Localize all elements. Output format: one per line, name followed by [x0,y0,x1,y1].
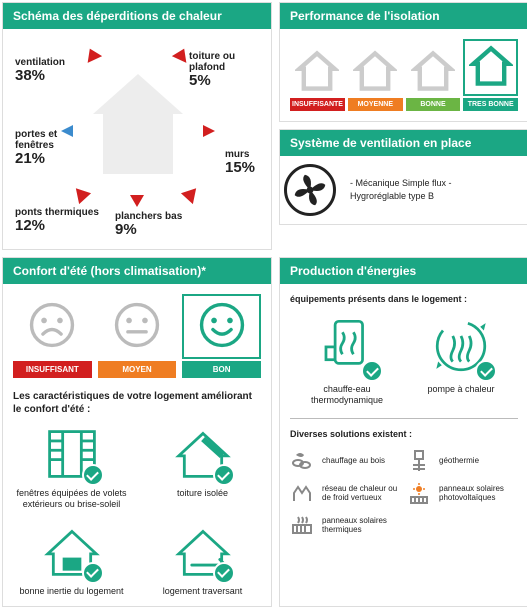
water-heater-icon [315,314,379,378]
insulation-title: Performance de l'isolation [280,3,527,29]
heatloss-floor: planchers bas 9% [115,211,182,239]
insulation-body: INSUFFISANTEMOYENNEBONNETRES BONNE [280,29,527,121]
thermal-icon [290,513,314,537]
wood-icon [290,449,314,473]
solutions-caption: Diverses solutions existent : [290,429,518,439]
insulation-level: INSUFFISANTE [290,49,345,111]
heatloss-ventilation: ventilation 38% [15,57,65,85]
check-icon [82,464,104,486]
inertia-icon [44,524,100,580]
energy-body: équipements présents dans le logement : … [280,284,527,547]
feature-label: fenêtres équipées de volets extérieurs o… [13,488,130,510]
right-top-stack: Performance de l'isolation INSUFFISANTEM… [279,2,527,250]
roof-icon [175,426,231,482]
traversing-icon [175,524,231,580]
heatloss-title: Schéma des déperditions de chaleur [3,3,271,29]
house-icon [295,49,339,93]
check-icon [475,360,497,382]
equip-row: chauffe-eau thermodynamique pompe à chale… [290,314,518,406]
insulation-level: MOYENNE [348,49,403,111]
arrow-down-left-icon [71,167,99,205]
heatloss-roof: toiture ou plafond 5% [189,51,235,90]
check-icon [213,562,235,584]
divider [290,418,518,419]
arrow-right-icon [179,121,215,141]
insulation-row: INSUFFISANTEMOYENNEBONNETRES BONNE [290,39,518,111]
feature-label: toiture isolée [144,488,261,499]
comfort-feature: bonne inertie du logement [13,524,130,597]
feature-label: bonne inertie du logement [13,586,130,597]
arrow-left-icon [61,121,97,141]
comfort-caption: Les caractéristiques de votre logement a… [13,390,261,416]
ventilation-title: Système de ventilation en place [280,130,527,156]
equip-label: chauffe-eau thermodynamique [300,384,395,406]
comfort-feature: fenêtres équipées de volets extérieurs o… [13,426,130,510]
heatloss-diagram: ventilation 38% toiture ou plafond 5% po… [13,39,263,239]
equip-item: pompe à chaleur [414,314,509,406]
insulation-level: TRES BONNE [463,39,518,111]
comfort-faces: INSUFFISANT MOYEN BON [13,294,261,378]
comfort-face: MOYEN [98,294,177,378]
comfort-face-label: BON [182,361,261,378]
equip-caption: équipements présents dans le logement : [290,294,518,304]
insulation-level: BONNE [406,49,461,111]
house-icon [353,49,397,93]
solution-label: réseau de chaleur ou de froid vertueux [322,484,401,502]
check-icon [361,360,383,382]
check-icon [213,464,235,486]
arrow-up-right-icon [163,47,191,81]
arrow-up-left-icon [83,47,111,81]
feature-label: logement traversant [144,586,261,597]
comfort-face: BON [182,294,261,378]
insulation-panel: Performance de l'isolation INSUFFISANTEM… [279,2,527,122]
comfort-face-label: INSUFFISANT [13,361,92,378]
house-icon [411,49,455,93]
insulation-label: TRES BONNE [463,98,518,111]
comfort-title: Confort d'été (hors climatisation)* [3,258,271,284]
solution-label: géothermie [439,456,518,465]
geo-icon [407,449,431,473]
energy-panel: Production d'énergies équipements présen… [279,257,527,607]
pv-icon [407,481,431,505]
comfort-features: fenêtres équipées de volets extérieurs o… [13,426,261,596]
solutions-grid: chauffage au bois géothermie réseau de cha… [290,449,518,537]
insulation-label: MOYENNE [348,98,403,111]
solution-label: panneaux solaires thermiques [322,516,401,534]
shutters-icon [44,426,100,482]
ventilation-panel: Système de ventilation en place - Mécani… [279,129,527,225]
arrow-down-mid-icon [125,173,149,207]
heatloss-windows: portes et fenêtres 21% [15,129,57,168]
network-icon [290,481,314,505]
comfort-face-label: MOYEN [98,361,177,378]
ventilation-body: - Mécanique Simple flux - Hygroréglable … [280,156,527,224]
comfort-feature: logement traversant [144,524,261,597]
comfort-face: INSUFFISANT [13,294,92,378]
comfort-body: INSUFFISANT MOYEN BON Les caractéristiques… [3,284,271,606]
house-icon [93,74,183,174]
solution-label: chauffage au bois [322,456,401,465]
comfort-panel: Confort d'été (hors climatisation)* INSU… [2,257,272,607]
heatloss-body: ventilation 38% toiture ou plafond 5% po… [3,29,271,249]
ventilation-text: - Mécanique Simple flux - Hygroréglable … [350,177,452,202]
house-icon [469,44,513,88]
check-icon [82,562,104,584]
solution-label: panneaux solaires photovoltaïques [439,484,518,502]
insulation-label: BONNE [406,98,461,111]
equip-item: chauffe-eau thermodynamique [300,314,395,406]
heat-pump-icon [429,314,493,378]
equip-label: pompe à chaleur [414,384,509,395]
insulation-label: INSUFFISANTE [290,98,345,111]
comfort-feature: toiture isolée [144,426,261,510]
arrow-down-right-icon [173,167,201,205]
fan-icon [284,164,336,216]
heatloss-walls: murs 15% [225,149,255,177]
heatloss-bridges: ponts thermiques 12% [15,207,99,235]
energy-title: Production d'énergies [280,258,527,284]
heatloss-panel: Schéma des déperditions de chaleur venti… [2,2,272,250]
